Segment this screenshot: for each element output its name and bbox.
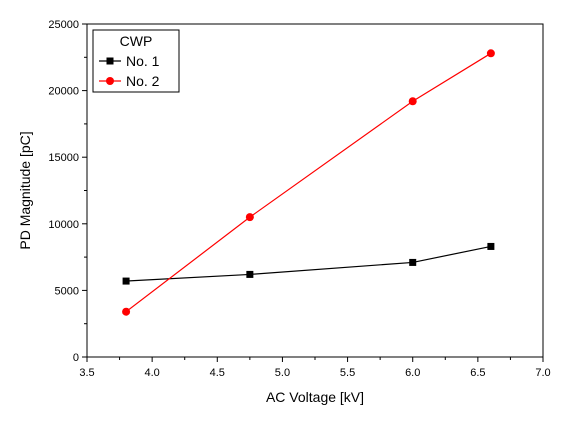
x-tick-label: 4.0 bbox=[144, 367, 159, 379]
x-tick-label: 6.5 bbox=[470, 367, 485, 379]
x-tick-label: 4.5 bbox=[210, 367, 225, 379]
axes-layer: 3.5 4.0 4.5 5.0 5.5 6.0 6.5 7.0 0 5000 10000 15000 2… bbox=[48, 19, 550, 379]
x-tick-label: 3.5 bbox=[79, 367, 94, 379]
data-point-no-2 bbox=[245, 213, 254, 222]
x-axis-title: AC Voltage [kV] bbox=[266, 389, 364, 405]
series-layer bbox=[122, 49, 495, 316]
series-line-no-1 bbox=[126, 245, 492, 282]
x-tick-label: 6.0 bbox=[405, 367, 420, 379]
legend-marker-no-1 bbox=[106, 57, 114, 65]
legend-layer: CWP No. 1 No. 2 bbox=[92, 29, 180, 93]
legend-title: CWP bbox=[120, 33, 153, 49]
data-point-no-2 bbox=[122, 307, 131, 316]
y-tick-label: 15000 bbox=[48, 152, 79, 164]
legend-marker-no-2 bbox=[106, 77, 114, 85]
data-point-no-1 bbox=[409, 258, 417, 266]
y-tick-label: 20000 bbox=[48, 86, 79, 98]
x-tick-label: 5.0 bbox=[275, 367, 290, 379]
series-line-no-2 bbox=[125, 52, 492, 313]
data-point-no-2 bbox=[486, 49, 495, 58]
y-tick-label: 0 bbox=[73, 352, 79, 364]
data-point-no-1 bbox=[246, 270, 254, 278]
data-point-no-1 bbox=[122, 277, 130, 285]
y-tick-label: 5000 bbox=[55, 285, 79, 297]
y-tick-label: 10000 bbox=[48, 219, 79, 231]
data-point-no-1 bbox=[487, 242, 495, 250]
x-tick-label: 7.0 bbox=[535, 367, 550, 379]
data-point-no-2 bbox=[408, 97, 417, 106]
x-tick-label: 5.5 bbox=[340, 367, 355, 379]
legend-label-no-2: No. 2 bbox=[126, 73, 160, 89]
y-tick-label: 25000 bbox=[48, 19, 79, 31]
legend-label-no-1: No. 1 bbox=[126, 53, 160, 69]
y-axis-title: PD Magnitude [pC] bbox=[17, 131, 33, 249]
